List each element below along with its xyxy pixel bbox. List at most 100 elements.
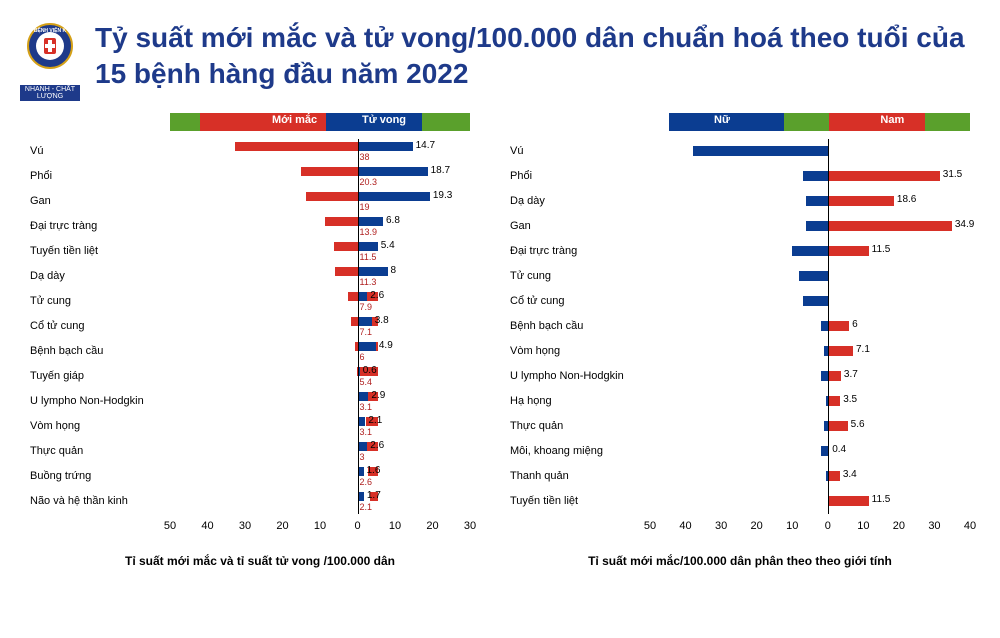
row-bars: 2.13.1 — [170, 414, 490, 439]
chart-row: Bệnh bạch cầu6 — [510, 314, 970, 339]
chart-row: Tử cung2.67.9 — [30, 289, 490, 314]
value-label-right: 11.5 — [872, 244, 891, 255]
row-bars: 18.6 — [650, 189, 970, 214]
row-label: Buồng trứng — [30, 470, 170, 482]
bar-right: 31.5 — [828, 171, 940, 181]
row-bars: 5.411.5 — [170, 239, 490, 264]
axis-tick: 30 — [239, 520, 251, 532]
value-label-left: 2.6 — [360, 477, 373, 487]
legend-bar: NữNam — [650, 113, 970, 131]
row-label: Gan — [510, 220, 650, 232]
bar-right: 5.6 — [828, 421, 848, 431]
axis-tick: 40 — [201, 520, 213, 532]
bar-right: 7.1 — [828, 346, 853, 356]
value-label-left: 3.1 — [360, 427, 373, 437]
bar-right: 18.6 — [828, 196, 894, 206]
bar-right: 6.8 — [358, 217, 384, 226]
axis-tick: 10 — [389, 520, 401, 532]
bar-right: 19.3 — [358, 192, 430, 201]
hospital-logo: BỆNH VIỆN K NHANH - CHẤT LƯỢNG — [20, 20, 80, 80]
value-label-right: 4.9 — [379, 340, 393, 351]
value-label-right: 5.4 — [381, 240, 395, 251]
row-bars: 31.5 — [650, 164, 970, 189]
value-label-left: 38 — [360, 152, 370, 162]
value-label-left: 2.1 — [360, 502, 373, 512]
chart-row: Thực quản5.6 — [510, 414, 970, 439]
row-label: Bệnh bạch cầu — [30, 345, 170, 357]
value-label-right: 18.7 — [431, 165, 450, 176]
value-label-left: 20.3 — [360, 177, 378, 187]
value-label-right: 7.1 — [856, 344, 870, 355]
bar-right: 5.4 — [358, 242, 378, 251]
value-label-right: 6 — [852, 319, 858, 330]
bar-right: 3.7 — [828, 371, 841, 381]
axis-tick: 30 — [464, 520, 476, 532]
row-label: Cổ tử cung — [30, 320, 170, 332]
chart-row: U lympho Non-Hodgkin 3.7 — [510, 364, 970, 389]
x-axis: 50403020100102030 — [170, 520, 470, 536]
value-label-left: 6 — [360, 352, 365, 362]
chart-row: Phổi31.5 — [510, 164, 970, 189]
bar-right: 11.5 — [828, 246, 869, 256]
header: BỆNH VIỆN K NHANH - CHẤT LƯỢNG Tỷ suất m… — [0, 0, 1000, 103]
chart-row: Phổi18.720.3 — [30, 164, 490, 189]
row-label: U lympho Non-Hodgkin — [510, 370, 650, 382]
row-bars — [650, 139, 970, 164]
legend-left-label: Mới mắc — [272, 114, 317, 126]
row-label: Dạ dày — [510, 195, 650, 207]
chart-row: Môi, khoang miệng0.4 — [510, 439, 970, 464]
row-bars: 2.93.1 — [170, 389, 490, 414]
value-label-right: 5.6 — [851, 419, 865, 430]
row-bars: 14.738 — [170, 139, 490, 164]
value-label-right: 1.6 — [367, 465, 381, 476]
bar-right: 14.7 — [358, 142, 413, 151]
value-label-right: 3.4 — [843, 469, 857, 480]
chart-row: Vú14.738 — [30, 139, 490, 164]
axis-tick: 0 — [354, 520, 360, 532]
bar-left — [792, 246, 828, 256]
bar-left — [803, 171, 828, 181]
value-label-left: 3 — [360, 452, 365, 462]
value-label-right: 2.9 — [371, 390, 385, 401]
chart-row: Vòm họng 7.1 — [510, 339, 970, 364]
chart-row: Tuyến tiền liệt11.5 — [510, 489, 970, 514]
row-label: U lympho Non-Hodgkin — [30, 395, 170, 407]
right-chart: NữNamVúPhổi31.5Dạ dày18.6Gan34.9Đại trực… — [510, 113, 970, 568]
zero-axis-line — [828, 139, 829, 514]
chart-subtitle: Tỉ suất mới mắc và tỉ suất tử vong /100.… — [30, 554, 490, 568]
bar-left — [821, 371, 828, 381]
chart-row: Vú — [510, 139, 970, 164]
value-label-right: 19.3 — [433, 190, 452, 201]
row-bars: 11.5 — [650, 239, 970, 264]
row-label: Vòm họng — [30, 420, 170, 432]
svg-text:BỆNH VIỆN K: BỆNH VIỆN K — [34, 26, 67, 34]
value-label-left: 11.3 — [360, 277, 377, 287]
row-bars: 2.63 — [170, 439, 490, 464]
row-label: Vú — [510, 145, 650, 157]
value-label-right: 0.4 — [832, 444, 846, 455]
value-label-right: 2.6 — [370, 440, 384, 451]
value-label-right: 14.7 — [416, 140, 435, 151]
plot-area: VúPhổi31.5Dạ dày18.6Gan34.9Đại trực tràn… — [510, 139, 970, 514]
legend-right-label: Tử vong — [362, 114, 406, 126]
value-label-right: 1.7 — [367, 490, 381, 501]
x-axis: 5040302010010203040 — [650, 520, 970, 536]
row-label: Đại trực tràng — [30, 220, 170, 232]
row-bars: 18.720.3 — [170, 164, 490, 189]
chart-row: Dạ dày811.3 — [30, 264, 490, 289]
chart-row: Đại trực tràng6.813.9 — [30, 214, 490, 239]
left-chart: Mới mắcTử vongVú14.738Phổi18.720.3Gan19.… — [30, 113, 490, 568]
row-label: Vòm họng — [510, 345, 650, 357]
axis-tick: 10 — [314, 520, 326, 532]
row-bars: 6.813.9 — [170, 214, 490, 239]
row-bars: 6 — [650, 314, 970, 339]
axis-tick: 20 — [426, 520, 438, 532]
bar-left — [821, 446, 828, 456]
chart-row: Cổ tử cung — [510, 289, 970, 314]
axis-tick: 20 — [276, 520, 288, 532]
bar-right: 2.6 — [358, 442, 368, 451]
bar-right: 18.7 — [358, 167, 428, 176]
row-label: Đại trực tràng — [510, 245, 650, 257]
value-label-right: 11.5 — [872, 494, 891, 505]
row-label: Phổi — [30, 170, 170, 182]
